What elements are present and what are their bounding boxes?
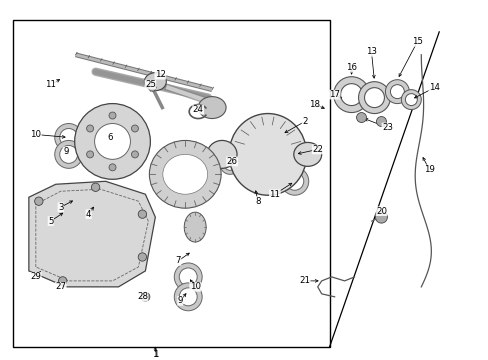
Circle shape [138, 210, 146, 218]
Circle shape [86, 151, 93, 158]
Text: 15: 15 [411, 37, 422, 46]
Text: 9: 9 [63, 147, 68, 156]
Circle shape [59, 277, 67, 285]
Ellipse shape [184, 212, 206, 242]
Circle shape [109, 112, 116, 119]
Ellipse shape [207, 140, 237, 168]
Circle shape [401, 90, 421, 109]
Circle shape [356, 113, 366, 122]
Circle shape [376, 117, 386, 126]
Text: 7: 7 [175, 256, 181, 265]
Ellipse shape [228, 113, 306, 195]
Text: 23: 23 [381, 123, 392, 132]
Text: 9: 9 [177, 296, 183, 305]
Text: 6: 6 [107, 133, 113, 142]
Circle shape [234, 143, 269, 179]
Circle shape [385, 80, 408, 104]
Text: 24: 24 [192, 105, 203, 114]
Text: 12: 12 [155, 70, 165, 79]
Circle shape [141, 292, 149, 301]
Ellipse shape [198, 96, 225, 118]
Text: 16: 16 [346, 63, 356, 72]
Bar [13, 20, 329, 347]
Circle shape [405, 94, 416, 105]
Text: 21: 21 [299, 276, 309, 285]
Text: 10: 10 [30, 130, 41, 139]
Ellipse shape [149, 140, 221, 208]
Text: 10: 10 [189, 282, 200, 291]
Circle shape [389, 85, 404, 99]
Ellipse shape [163, 154, 207, 194]
Circle shape [340, 84, 362, 105]
Text: 14: 14 [428, 83, 439, 92]
Circle shape [358, 82, 389, 113]
Circle shape [364, 87, 384, 108]
Circle shape [60, 129, 78, 147]
Text: 29: 29 [30, 273, 41, 282]
Ellipse shape [293, 143, 321, 166]
Polygon shape [148, 84, 156, 91]
Circle shape [174, 283, 202, 311]
Circle shape [109, 164, 116, 171]
Text: 20: 20 [375, 207, 386, 216]
Circle shape [75, 104, 150, 179]
Text: 11: 11 [269, 190, 280, 199]
Circle shape [224, 158, 236, 170]
Circle shape [241, 150, 263, 172]
Text: 27: 27 [55, 282, 66, 291]
Polygon shape [29, 181, 155, 287]
Circle shape [91, 183, 100, 192]
Circle shape [220, 154, 240, 174]
Ellipse shape [144, 73, 166, 91]
Text: 19: 19 [423, 165, 434, 174]
Circle shape [333, 77, 369, 113]
Circle shape [179, 288, 197, 306]
Circle shape [35, 197, 43, 206]
Text: 26: 26 [226, 157, 237, 166]
Text: 1: 1 [152, 350, 158, 359]
Circle shape [280, 167, 308, 195]
Text: 11: 11 [45, 80, 56, 89]
Text: 17: 17 [328, 90, 340, 99]
Circle shape [174, 263, 202, 291]
Circle shape [131, 125, 138, 132]
Circle shape [60, 145, 78, 163]
Circle shape [55, 123, 82, 152]
Circle shape [280, 140, 308, 168]
Circle shape [94, 123, 130, 159]
Text: 28: 28 [137, 292, 147, 301]
Text: 13: 13 [365, 47, 376, 56]
Text: 4: 4 [86, 210, 91, 219]
Text: 3: 3 [58, 203, 63, 212]
Text: 2: 2 [302, 117, 307, 126]
Circle shape [55, 140, 82, 168]
Text: 25: 25 [144, 80, 156, 89]
Circle shape [375, 211, 386, 223]
Circle shape [179, 268, 197, 286]
Circle shape [286, 147, 302, 162]
Text: 1: 1 [152, 350, 158, 359]
Circle shape [138, 253, 146, 261]
Circle shape [285, 172, 303, 190]
Text: 8: 8 [255, 197, 260, 206]
Text: 22: 22 [311, 145, 323, 154]
Text: 5: 5 [48, 217, 53, 226]
Circle shape [86, 125, 93, 132]
Circle shape [131, 151, 138, 158]
Text: 18: 18 [308, 100, 320, 109]
